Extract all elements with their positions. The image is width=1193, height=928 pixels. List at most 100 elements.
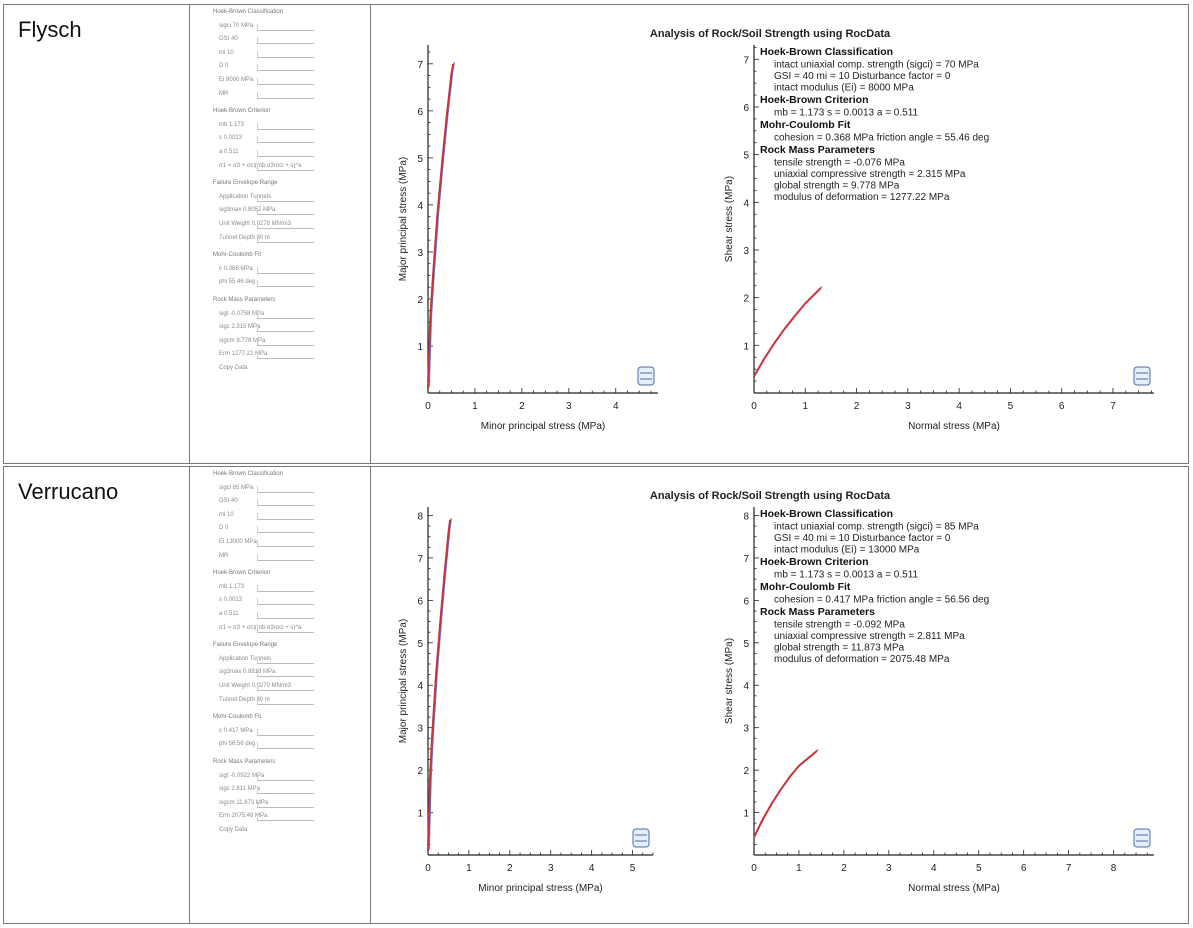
panel-input-box[interactable] xyxy=(257,787,314,795)
panel-input-box[interactable] xyxy=(257,37,314,45)
panel-input-box[interactable] xyxy=(257,91,314,99)
panel-input-box[interactable] xyxy=(257,325,314,333)
panel-input-box[interactable] xyxy=(257,553,314,561)
x-tick-label: 2 xyxy=(507,863,513,874)
summary-line: modulus of deformation = 1277.22 MPa xyxy=(774,192,950,203)
panel-input-box[interactable] xyxy=(257,526,314,534)
panel-input-box[interactable] xyxy=(257,499,314,507)
panel-input-box[interactable] xyxy=(257,150,314,157)
summary-line: uniaxial compressive strength = 2.315 MP… xyxy=(774,169,966,180)
x-tick-label: 3 xyxy=(548,863,554,874)
y-tick-label: 1 xyxy=(743,809,749,820)
copy-data-button[interactable]: Copy Data xyxy=(219,827,248,833)
panel-input-box[interactable] xyxy=(257,163,314,171)
x-tick-label: 5 xyxy=(630,863,636,874)
panel-field: MR xyxy=(219,90,229,97)
panel-input-box[interactable] xyxy=(257,656,314,664)
panel-input-box[interactable] xyxy=(257,78,314,85)
panel-input-box[interactable] xyxy=(257,697,314,705)
summary-line: modulus of deformation = 2075.48 MPa xyxy=(774,654,950,665)
column-divider xyxy=(370,467,371,923)
panel-input-box[interactable] xyxy=(257,598,314,606)
panel-field: D 0 xyxy=(219,525,229,532)
panel-field: s 0.0013 xyxy=(219,135,243,142)
summary-line: GSI = 40 mi = 10 Disturbance factor = 0 xyxy=(774,71,951,82)
panel-input-box[interactable] xyxy=(257,208,314,216)
y-tick-label: 6 xyxy=(417,107,423,118)
y-tick-label: 4 xyxy=(417,201,423,212)
panel-section-title: Hoek-Brown Classification xyxy=(213,9,284,15)
panel-input-box[interactable] xyxy=(257,670,314,678)
panel-input-box[interactable] xyxy=(257,64,314,72)
y-axis-label: Shear stress (MPa) xyxy=(724,176,735,262)
panel-field: sigt -0.0758 MPa xyxy=(219,310,265,317)
summary-heading: Hoek-Brown Classification xyxy=(760,508,893,520)
rock-type-label: Verrucano xyxy=(18,479,119,504)
panel-field: Ei 13000 MPa xyxy=(219,539,257,545)
y-tick-label: 2 xyxy=(743,766,749,777)
copy-data-button[interactable]: Copy Data xyxy=(219,365,248,371)
panel-field: Unit Weight 0.0278 MN/m3 xyxy=(219,221,291,227)
y-tick-label: 1 xyxy=(743,341,749,352)
panel-input-box[interactable] xyxy=(257,122,314,130)
panel-input-box[interactable] xyxy=(257,742,314,750)
summary-line: intact uniaxial comp. strength (sigci) =… xyxy=(774,60,979,71)
column-divider xyxy=(370,5,371,463)
y-tick-label: 5 xyxy=(417,154,423,165)
panel-input-box[interactable] xyxy=(257,136,314,144)
panel-input-box[interactable] xyxy=(257,266,314,274)
panel-input-box[interactable] xyxy=(257,814,314,822)
y-tick-label: 8 xyxy=(417,511,423,522)
shear-chart: 0 1 2 3 4 5 6 7 1 2 3 4 5 6 7 Normal stress (MPa) Shear … xyxy=(724,45,1154,432)
x-tick-label: 0 xyxy=(425,863,431,874)
panel-field: Erm 2075.48 MPa xyxy=(219,813,268,820)
panel-input-box[interactable] xyxy=(257,728,314,736)
panel-field: Tunnel Depth 30 m xyxy=(219,696,270,703)
summary-line: cohesion = 0.368 MPa friction angle = 55… xyxy=(774,133,989,144)
panel-input-box[interactable] xyxy=(257,584,314,592)
y-axis-label: Shear stress (MPa) xyxy=(724,638,735,724)
x-tick-label: 4 xyxy=(931,863,937,874)
panel-input-box[interactable] xyxy=(257,773,314,781)
rocscience-logo-icon xyxy=(632,828,650,848)
panel-input-box[interactable] xyxy=(257,512,314,520)
series-line-red xyxy=(753,750,818,838)
series-line-red xyxy=(427,519,452,851)
rocscience-logo-icon xyxy=(1133,366,1151,386)
panel-input-box[interactable] xyxy=(257,280,314,288)
series-line-blue xyxy=(428,62,456,387)
x-tick-label: 4 xyxy=(956,401,962,412)
panel-input-box[interactable] xyxy=(257,235,314,243)
y-tick-label: 4 xyxy=(743,681,749,692)
summary-line: GSI = 40 mi = 10 Disturbance factor = 0 xyxy=(774,533,951,544)
panel-field: mb 1.173 xyxy=(219,583,245,590)
panel-input-box[interactable] xyxy=(257,311,314,319)
x-tick-label: 4 xyxy=(589,863,595,874)
panel-input-box[interactable] xyxy=(257,612,314,619)
panel-section-title: Failure Envelope Range xyxy=(213,642,278,649)
summary-heading: Mohr-Coulomb Fit xyxy=(760,119,851,131)
panel-input-box[interactable] xyxy=(257,800,314,808)
panel-input-box[interactable] xyxy=(257,338,314,346)
rocdata-plot: Analysis of Rock/Soil Strength using Roc… xyxy=(398,490,1154,894)
panel-input-box[interactable] xyxy=(257,625,314,633)
y-tick-label: 4 xyxy=(743,198,749,209)
panel-input-box[interactable] xyxy=(257,540,314,547)
panel-input-box[interactable] xyxy=(257,684,314,691)
panel-input-box[interactable] xyxy=(257,23,314,31)
panel-field: MR xyxy=(219,552,229,559)
panel-field: c 0.417 MPa xyxy=(219,727,253,734)
panel-input-box[interactable] xyxy=(257,352,314,360)
panel-input-box[interactable] xyxy=(257,50,314,58)
summary-line: global strength = 11.873 MPa xyxy=(774,643,905,654)
x-tick-label: 1 xyxy=(472,401,478,412)
y-axis-label: Major principal stress (MPa) xyxy=(398,619,409,743)
series-line-blue xyxy=(754,286,823,376)
panel-input-box[interactable] xyxy=(257,194,314,202)
panel-input-box[interactable] xyxy=(257,485,314,493)
summary-line: tensile strength = -0.076 MPa xyxy=(774,158,905,169)
panel-input-box[interactable] xyxy=(257,222,314,229)
panel-field: GSI 40 xyxy=(219,36,238,43)
x-axis-label: Minor principal stress (MPa) xyxy=(481,421,605,432)
